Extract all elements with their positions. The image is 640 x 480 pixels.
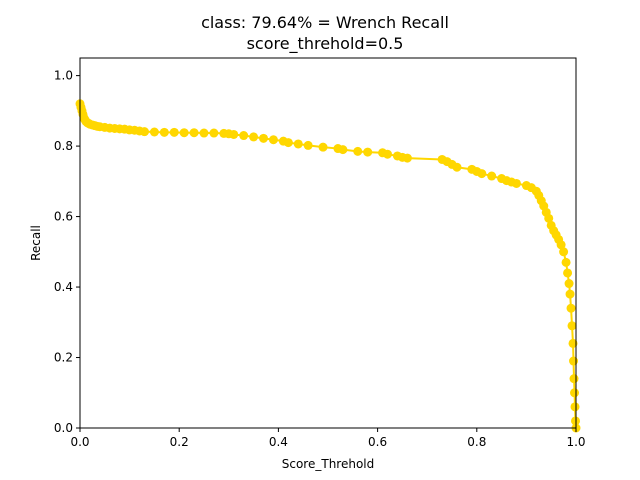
x-tick-label: 0.8 <box>467 435 486 449</box>
recall-data-point <box>564 279 574 289</box>
y-tick-label: 0.2 <box>54 351 73 365</box>
recall-data-point <box>268 135 278 145</box>
recall-data-point <box>566 303 576 313</box>
x-tick-label: 0.2 <box>170 435 189 449</box>
y-tick-label: 0.4 <box>54 280 73 294</box>
recall-data-point <box>569 374 579 384</box>
chart-title-line2: score_threhold=0.5 <box>247 34 404 54</box>
y-axis: 0.0 0.2 0.4 0.6 0.8 1.0 <box>54 69 80 435</box>
recall-data-point <box>199 128 209 138</box>
x-tick-label: 0.6 <box>368 435 387 449</box>
recall-data-point <box>159 127 169 137</box>
recall-data-point <box>149 127 159 137</box>
plot-frame <box>79 57 577 429</box>
recall-data-point <box>567 321 577 331</box>
recall-data-point <box>338 145 348 155</box>
recall-data-point <box>559 247 569 257</box>
plot-area <box>75 57 581 433</box>
recall-data-point <box>239 131 249 141</box>
recall-data-point <box>303 140 313 150</box>
recall-data-point <box>363 147 373 157</box>
recall-data-point <box>383 149 393 159</box>
recall-data-point <box>259 133 269 143</box>
recall-data-point <box>569 356 579 366</box>
x-tick-label: 1.0 <box>566 435 585 449</box>
recall-data-point <box>477 169 487 179</box>
y-tick-label: 0.0 <box>54 421 73 435</box>
y-tick-label: 0.6 <box>54 210 73 224</box>
recall-data-point <box>318 142 328 152</box>
y-tick-label: 1.0 <box>54 69 73 83</box>
recall-data-point <box>570 388 580 398</box>
y-axis-label: Recall <box>29 225 43 261</box>
x-tick-label: 0.4 <box>269 435 288 449</box>
x-tick-label: 0.0 <box>70 435 89 449</box>
recall-data-point <box>283 138 293 148</box>
recall-data-point <box>487 171 497 181</box>
recall-data-point <box>570 402 580 412</box>
recall-data-point <box>402 153 412 163</box>
recall-data-point <box>568 338 578 348</box>
x-axis-label: Score_Threhold <box>282 457 375 471</box>
y-tick-label: 0.8 <box>54 139 73 153</box>
x-axis: 0.0 0.2 0.4 0.6 0.8 1.0 <box>70 428 586 449</box>
recall-data-point <box>563 268 573 278</box>
recall-data-point <box>293 139 303 149</box>
recall-data-point <box>209 128 219 138</box>
recall-data-point <box>511 178 521 188</box>
recall-data-point <box>139 127 149 137</box>
recall-data-point <box>189 128 199 138</box>
recall-data-point <box>561 257 571 267</box>
chart-title-line1: class: 79.64% = Wrench Recall <box>201 13 449 32</box>
recall-data-point <box>229 129 239 139</box>
recall-data-point <box>565 289 575 299</box>
series-layer <box>75 99 581 433</box>
recall-data-point <box>249 132 259 142</box>
recall-data-point <box>353 146 363 156</box>
recall-data-point <box>169 127 179 137</box>
recall-data-point <box>544 213 554 223</box>
recall-data-point <box>452 162 462 172</box>
recall-data-point <box>556 240 566 250</box>
recall-data-point <box>179 128 189 138</box>
